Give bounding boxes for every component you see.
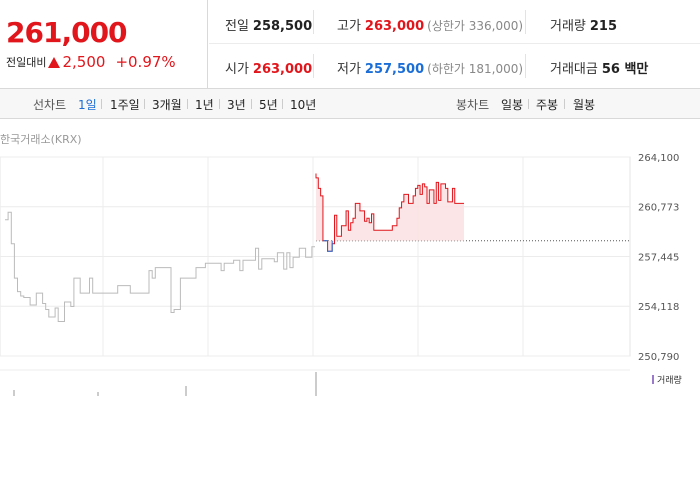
- tab-weekly-candle[interactable]: 주봉: [536, 98, 559, 112]
- below-reference-segment: [322, 240, 333, 252]
- change-value: 2,500: [62, 53, 106, 71]
- today-fill: [316, 173, 464, 252]
- stat-label: 거래대금: [550, 62, 598, 77]
- stat-label: 거래량: [550, 19, 586, 34]
- stat-label: 고가: [337, 19, 361, 34]
- chart-canvas: 264,100 260,773 257,445 254,118 250,790: [0, 153, 679, 396]
- tab-divider: [528, 99, 529, 109]
- stat-label: 저가: [337, 62, 361, 77]
- up-arrow-icon: [48, 56, 61, 68]
- stat-label: 시가: [225, 62, 249, 77]
- y-tick-label: 254,118: [638, 302, 679, 313]
- divider: [313, 10, 314, 34]
- tab-1year[interactable]: 1년: [195, 98, 214, 112]
- divider: [525, 54, 526, 78]
- stats-row-1: [209, 0, 700, 44]
- volume-legend: 거래량: [652, 373, 682, 386]
- stat-volume: 거래량 215: [550, 15, 617, 34]
- price-box: 261,000 전일대비 2,500 +0.97%: [0, 0, 208, 89]
- quote-header: 261,000 전일대비 2,500 +0.97% 전일 258,500 고가 26…: [0, 0, 700, 89]
- stat-label: 전일: [225, 19, 249, 34]
- stat-low: 저가 257,500 (하한가 181,000): [337, 58, 523, 77]
- tab-divider: [187, 99, 188, 109]
- divider: [525, 10, 526, 34]
- stat-amount: 거래대금 56 백만: [550, 58, 648, 77]
- y-tick-label: 264,100: [638, 153, 679, 164]
- stat-value: 263,000: [364, 19, 425, 34]
- tab-divider: [564, 99, 565, 109]
- stat-high: 고가 263,000 (상한가 336,000): [337, 15, 523, 34]
- tab-3year[interactable]: 3년: [227, 98, 246, 112]
- change-row: 전일대비 2,500 +0.97%: [6, 53, 176, 71]
- current-price: 261,000: [6, 16, 128, 49]
- candle-chart-label: 봉차트: [456, 98, 490, 112]
- y-tick-label: 257,445: [638, 253, 679, 264]
- tab-monthly-candle[interactable]: 월봉: [573, 98, 596, 112]
- stat-value: 263,000: [252, 62, 313, 77]
- chart-tabs: 선차트 1일 1주일 3개월 1년 3년 5년 10년 봉차트 일봉 주봉 월봉: [0, 89, 700, 119]
- volume-legend-label: 거래량: [657, 376, 682, 386]
- tab-divider: [251, 99, 252, 109]
- upper-limit: (상한가 336,000): [427, 19, 524, 33]
- previous-day-line: [5, 211, 315, 322]
- divider: [313, 54, 314, 78]
- stat-prev-close: 전일 258,500: [225, 15, 312, 34]
- stat-value: 215: [589, 19, 618, 34]
- y-tick-label: 260,773: [638, 203, 679, 214]
- tab-divider: [101, 99, 102, 109]
- change-rate: +0.97%: [115, 53, 176, 71]
- y-tick-label: 250,790: [638, 352, 679, 363]
- line-chart-label: 선차트: [33, 98, 67, 112]
- volume-swatch: [652, 375, 654, 384]
- tab-3month[interactable]: 3개월: [152, 98, 182, 112]
- tab-divider: [144, 99, 145, 109]
- today-line: [315, 173, 464, 252]
- stat-value: 257,500: [364, 62, 425, 77]
- lower-limit: (하한가 181,000): [427, 62, 524, 76]
- tab-1day[interactable]: 1일: [78, 98, 97, 112]
- tab-5year[interactable]: 5년: [259, 98, 278, 112]
- stats-panel: 전일 258,500 고가 263,000 (상한가 336,000) 거래량 215 …: [209, 0, 700, 89]
- change-label: 전일대비: [6, 56, 47, 69]
- stat-open: 시가 263,000: [225, 58, 312, 77]
- tab-divider: [219, 99, 220, 109]
- tab-divider: [282, 99, 283, 109]
- tab-1week[interactable]: 1주일: [110, 98, 140, 112]
- tab-daily-candle[interactable]: 일봉: [501, 98, 524, 112]
- stat-value: 258,500: [252, 19, 313, 34]
- intraday-chart[interactable]: 한국거래소(KRX) 264,100 260,773 257,445 254,118 2…: [0, 120, 700, 400]
- exchange-label: 한국거래소(KRX): [0, 133, 82, 146]
- tab-10year[interactable]: 10년: [290, 98, 317, 112]
- stat-value: 56 백만: [601, 62, 649, 77]
